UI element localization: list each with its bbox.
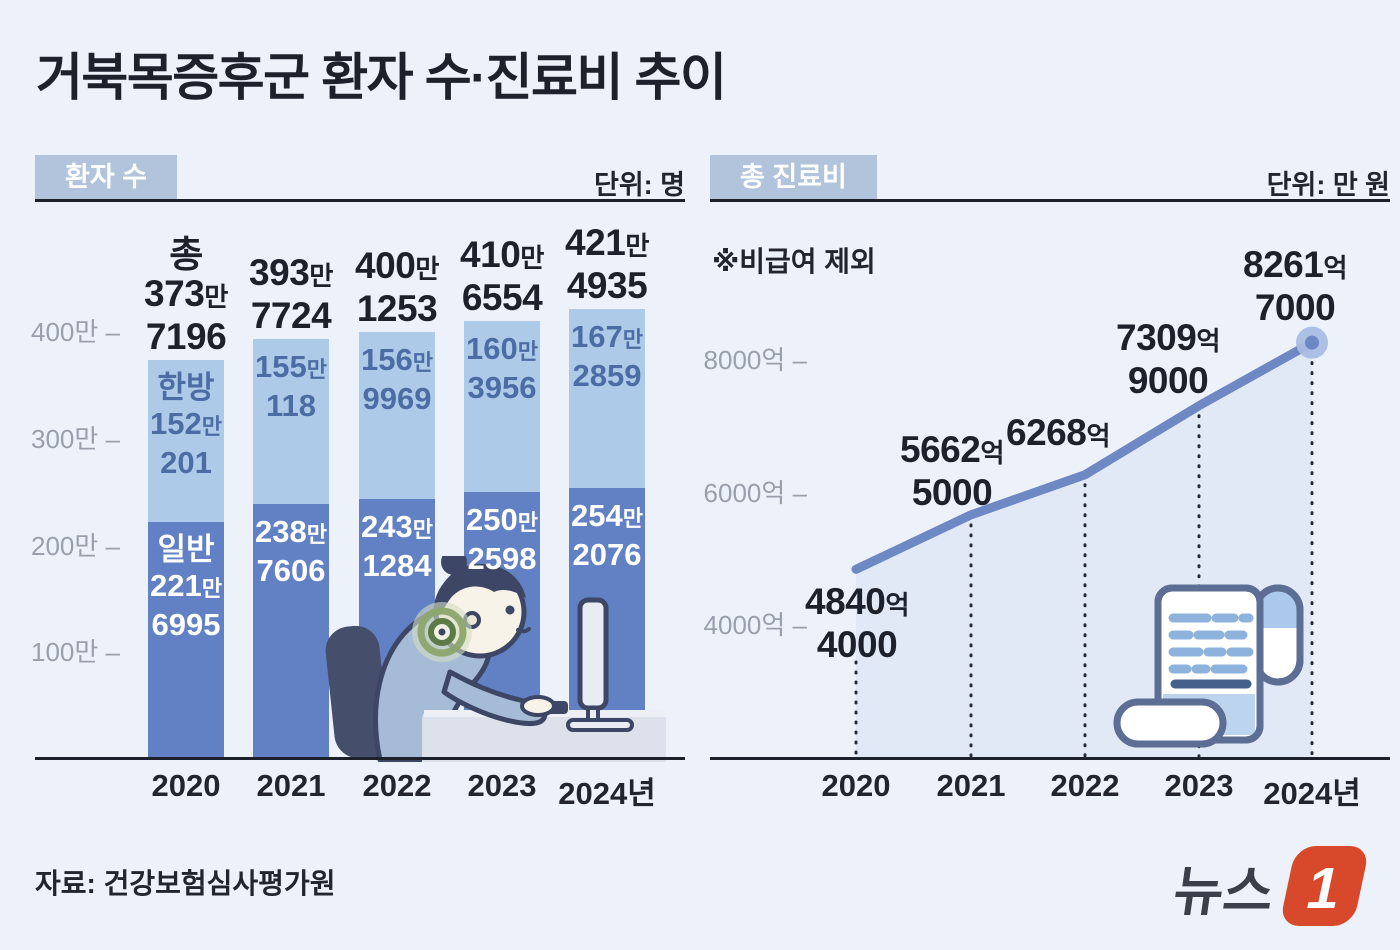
bar-value-label-한방: 167만 2859 [571, 319, 643, 394]
person-at-computer-illustration [325, 556, 666, 762]
bar-value-label-일반: 일반 221만 6995 [150, 532, 222, 643]
y-axis-tick: 200만 – [31, 530, 120, 561]
hair-bun [441, 556, 467, 575]
chair-back [325, 625, 389, 759]
bar-value-label-한방: 156만 9969 [361, 341, 433, 416]
cost-exclusion-note: ※비급여 제외 [712, 246, 876, 277]
bar-value-label-한방: 한방 152만 201 [150, 370, 222, 481]
line-point-label: 4840억 4000 [805, 581, 909, 665]
right-x-axis-line [710, 757, 1390, 760]
y-axis-tick: 6000억 – [703, 477, 807, 508]
page-title: 거북목증후군 환자 수·진료비 추이 [36, 49, 727, 106]
bar-value-label-한방: 160만 3956 [466, 330, 538, 405]
bar-total-label: 400만 1253 [355, 244, 439, 329]
x-axis-label-2024: 2024년 [1263, 776, 1361, 811]
x-axis-label-2021: 2021 [256, 768, 326, 803]
bar-total-label: 410만 6554 [460, 233, 544, 318]
left-x-axis-line [35, 757, 685, 760]
neck-pain-target-icon [412, 602, 472, 662]
person-eye [505, 605, 515, 615]
person-hair [435, 563, 526, 620]
person-arm [441, 669, 548, 726]
right-header-rule [710, 199, 1390, 202]
news1-logo: 뉴스 1 [1170, 846, 1367, 926]
y-axis-tick: 400만 – [31, 317, 120, 347]
bar-segment-일반 [253, 504, 329, 759]
patient-count-unit-label: 단위: 명 [593, 170, 685, 200]
monitor-base [566, 718, 634, 732]
y-axis-tick: 300만 – [31, 423, 120, 454]
news1-logo-text: 뉴스 [1170, 862, 1278, 922]
y-axis-tick: 8000억 – [703, 345, 807, 375]
line-point-label: 6268억 [1006, 412, 1110, 453]
x-axis-label-2023: 2023 [1164, 768, 1234, 803]
line-point-label: 8261억 7000 [1243, 244, 1347, 328]
x-axis-label-2020: 2020 [151, 768, 221, 803]
total-cost-unit-label: 단위: 만 원 [1266, 170, 1390, 200]
bar-total-label: 총 373만 7196 [144, 234, 228, 358]
monitor [577, 597, 609, 711]
bar-total-label: 393만 7724 [249, 251, 333, 336]
end-point-dot-center [1305, 335, 1319, 350]
line-point-label: 5662억 5000 [900, 429, 1004, 513]
x-axis-label-2024: 2024년 [558, 776, 656, 811]
y-axis-tick: 4000억 – [703, 610, 807, 640]
bar-value-label-일반: 250만 2598 [466, 501, 538, 576]
x-axis-label-2022: 2022 [362, 768, 432, 803]
person-mouth [516, 627, 531, 634]
bar-value-label-일반: 254만 2076 [571, 497, 643, 572]
x-axis-label-2022: 2022 [1050, 768, 1120, 803]
bar-segment-한방 [359, 331, 435, 500]
bar-value-label-일반: 243만 1284 [361, 509, 433, 584]
bar-segment-한방 [569, 309, 645, 488]
x-axis-label-2023: 2023 [467, 768, 537, 803]
news1-logo-red-shape [1282, 846, 1367, 926]
trend-line [851, 338, 1317, 574]
bar-segment-한방 [253, 338, 329, 505]
bar-segment-일반 [148, 522, 224, 759]
bar-total-label: 421만 4935 [565, 222, 649, 307]
receipt-icon [1113, 584, 1304, 748]
x-axis-label-2021: 2021 [936, 768, 1006, 803]
bar-value-label-한방: 155만 118 [255, 348, 327, 423]
total-cost-badge: 총 진료비 [710, 155, 877, 199]
left-header-rule [35, 199, 685, 202]
bar-value-label-일반: 238만 7606 [255, 514, 327, 589]
patient-count-badge: 환자 수 [35, 155, 178, 199]
y-axis-tick: 100만 – [31, 637, 120, 668]
bar-segment-한방 [148, 360, 224, 523]
bar-segment-한방 [464, 320, 540, 492]
person-hand [520, 695, 556, 717]
source-label: 자료: 건강보험심사평가원 [35, 868, 336, 899]
line-point-label: 7309억 9000 [1116, 317, 1220, 401]
x-axis-label-2020: 2020 [821, 768, 891, 803]
